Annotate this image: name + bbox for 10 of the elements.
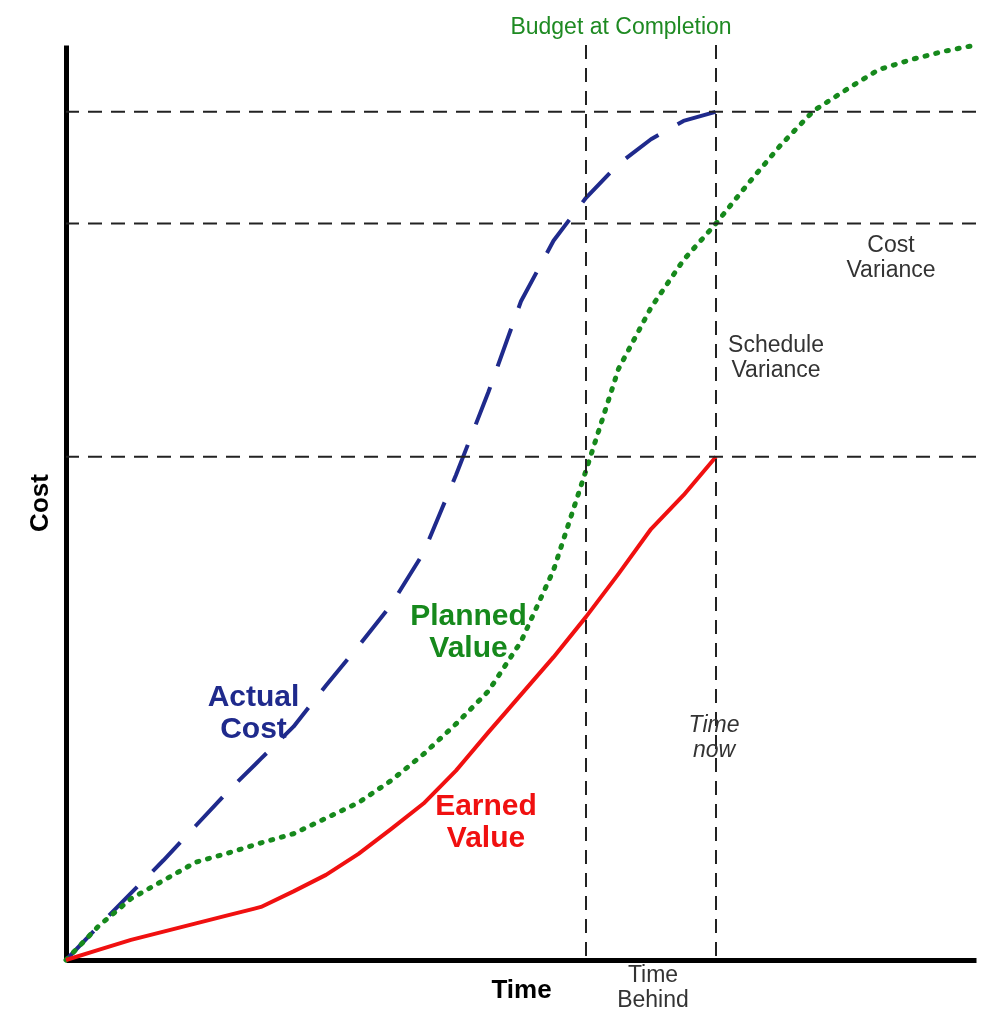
annotation: Cost Variance	[846, 231, 936, 282]
x-axis-title: Time	[491, 973, 552, 1004]
text: Time Behind	[617, 961, 689, 1012]
series-label: Earned Value	[435, 787, 537, 853]
text: Budget at Completion	[510, 13, 732, 39]
y-axis-title: Cost	[23, 473, 54, 532]
series-label: Actual Cost	[207, 678, 300, 744]
annotation: Time now	[688, 711, 740, 762]
series-label: Planned Value	[410, 597, 527, 663]
annotation: Schedule Variance	[728, 331, 824, 382]
